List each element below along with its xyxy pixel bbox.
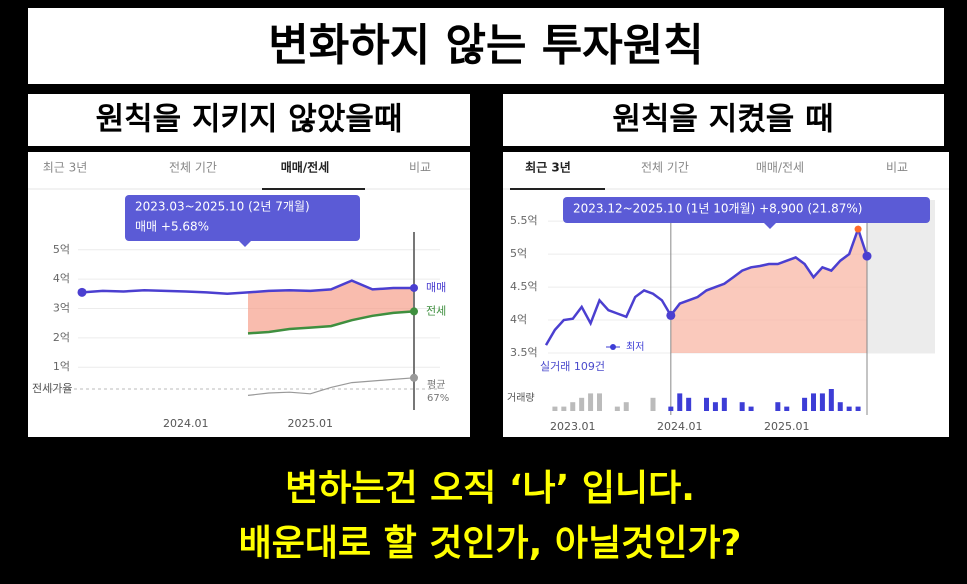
- footer-line: 변하는건 오직 ‘나’ 입니다.: [285, 468, 695, 509]
- x-tick-label: 2024.01: [163, 417, 209, 430]
- heading-box: [28, 94, 470, 146]
- end-dot: [862, 251, 872, 261]
- start-dot: [666, 310, 676, 320]
- y2-label: 전세가율: [32, 382, 72, 395]
- volume-bar: [588, 393, 594, 411]
- gap-area: [248, 280, 414, 334]
- series-line: [81, 279, 414, 296]
- trade-count: 실거래 109건: [540, 360, 605, 373]
- y-tick-label: 2억: [53, 331, 70, 344]
- x-tick-label: 2024.01: [657, 420, 703, 433]
- tooltip-text: 2023.03~2025.10 (2년 7개월): [135, 200, 310, 214]
- future-area: [867, 200, 935, 353]
- low-legend-dot: [610, 344, 616, 350]
- x-tick-label: 2025.01: [764, 420, 810, 433]
- panel-heading: 원칙을 지켰을 때: [612, 102, 833, 138]
- volume-bar: [784, 406, 790, 411]
- tooltip-pointer: [764, 223, 776, 229]
- start-dot: [77, 287, 87, 297]
- volume-bar: [748, 406, 754, 411]
- heading-box: [503, 94, 944, 146]
- y-tick-label: 5억: [510, 247, 527, 260]
- volume-bar: [819, 393, 825, 411]
- tab: 매매/전세: [281, 160, 330, 175]
- series-label: 전세: [426, 304, 446, 317]
- tab: 최근 3년: [43, 161, 88, 175]
- y-tick-label: 3.5억: [510, 346, 538, 359]
- volume-bar: [570, 402, 576, 411]
- volume-bar: [712, 402, 718, 411]
- y-tick-label: 1억: [53, 360, 70, 373]
- tab: 최근 3년: [525, 160, 571, 175]
- volume-bar: [855, 406, 861, 411]
- series-line: [247, 377, 415, 396]
- volume-bar: [846, 406, 852, 411]
- tooltip: [563, 197, 930, 223]
- x-tick-label: 2023.01: [550, 420, 596, 433]
- end-dot: [410, 283, 418, 292]
- annotation: 평균: [427, 379, 445, 391]
- volume-bar: [837, 402, 843, 411]
- volume-bar: [828, 389, 834, 411]
- tab: 매매/전세: [756, 161, 804, 175]
- volume-bar: [704, 397, 709, 411]
- annotation: 67%: [427, 393, 449, 404]
- x-tick-label: 2025.01: [288, 417, 334, 430]
- tooltip-pointer: [239, 241, 251, 247]
- y-tick-label: 4억: [510, 313, 527, 326]
- volume-bar: [650, 397, 656, 411]
- tooltip-text: 2023.12~2025.10 (1년 10개월) +8,900 (21.87%…: [573, 202, 862, 216]
- volume-bar: [552, 406, 558, 411]
- volume-bar: [597, 393, 602, 411]
- volume-bar: [775, 402, 781, 411]
- volume-bar: [802, 397, 808, 411]
- volume-bar: [623, 402, 629, 411]
- volume-bar: [579, 397, 585, 411]
- footer-line: 배운대로 할 것인가, 아닐것인가?: [239, 523, 742, 564]
- volume-bar: [721, 397, 727, 411]
- gain-area: [670, 229, 867, 353]
- tooltip-text: 매매 +5.68%: [135, 220, 209, 234]
- y-tick-label: 5.5억: [510, 214, 538, 227]
- volume-bar: [739, 402, 745, 411]
- volume-label: 거래량: [507, 392, 535, 404]
- y-tick-label: 5억: [53, 243, 70, 256]
- series-line: [247, 310, 415, 335]
- title-box: [28, 8, 944, 84]
- volume-bar: [811, 393, 816, 411]
- tab: 전체 기간: [641, 161, 689, 175]
- volume-bar: [668, 406, 674, 411]
- y-tick-label: 4.5억: [510, 280, 538, 293]
- series-line: [544, 225, 869, 346]
- volume-bar: [677, 393, 683, 411]
- end-dot: [410, 307, 418, 316]
- volume-bar: [561, 406, 567, 411]
- series-label: 매매: [426, 281, 446, 294]
- title: 변화하지 않는 투자원칙: [268, 20, 703, 71]
- y-tick-label: 4억: [53, 272, 70, 285]
- volume-bar: [614, 406, 620, 411]
- end-dot: [410, 373, 418, 382]
- y-tick-label: 3억: [53, 302, 70, 315]
- tab: 전체 기간: [169, 161, 217, 175]
- tab: 비교: [886, 161, 908, 175]
- volume-bar: [686, 397, 692, 411]
- low-label: 최저: [626, 341, 644, 353]
- peak-dot: [854, 225, 862, 233]
- tooltip: [125, 195, 360, 241]
- panel-heading: 원칙을 지키지 않았을때: [96, 102, 403, 138]
- tab: 비교: [409, 161, 431, 175]
